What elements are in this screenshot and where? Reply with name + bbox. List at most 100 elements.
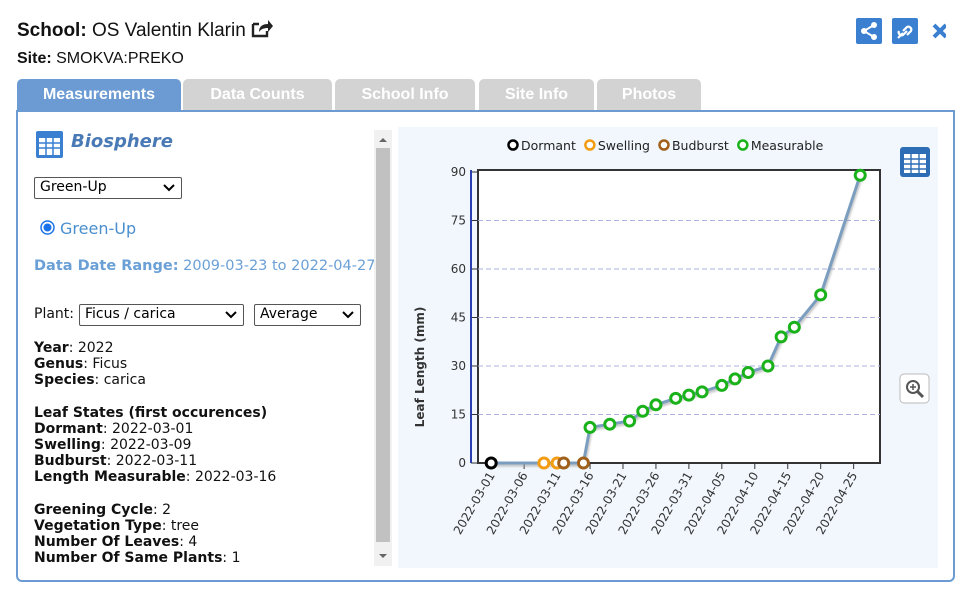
point xyxy=(649,398,663,412)
close-button[interactable] xyxy=(932,23,946,39)
detail-value: : 2 xyxy=(153,502,172,518)
panel xyxy=(16,110,955,582)
detail-group: Greening Cycle: 2 Vegetation Type: tree Nu… xyxy=(34,502,369,566)
detail-row: Vegetation Type: tree xyxy=(34,518,369,534)
radio-label: Green-Up xyxy=(60,219,137,238)
school-name: OS Valentin Klarin xyxy=(91,20,246,41)
link-button[interactable] xyxy=(892,18,918,44)
detail-heading: Leaf States (first occurences) xyxy=(34,405,268,421)
table-icon xyxy=(36,131,63,158)
legend-marker xyxy=(507,139,519,151)
detail-value: : 2022-03-11 xyxy=(106,453,198,469)
detail-row: Dormant: 2022-03-01 xyxy=(34,421,369,437)
site-label: Site: xyxy=(17,50,52,67)
chart: Leaf Length (mm) 01530456075902022-03-01… xyxy=(398,127,938,568)
tab[interactable]: Photos xyxy=(597,79,701,111)
point xyxy=(669,391,683,405)
detail-row: Length Measurable: 2022-03-16 xyxy=(34,469,369,485)
point xyxy=(484,456,498,470)
date-range: Data Date Range: 2009-03-23 to 2022-04-2… xyxy=(34,258,375,274)
detail-row: Year: 2022 xyxy=(34,340,369,356)
tab[interactable]: Data Counts xyxy=(183,79,332,111)
point xyxy=(537,456,551,470)
panel-title: Biosphere xyxy=(71,131,173,152)
legend-label[interactable]: Measurable xyxy=(751,138,824,153)
y-tick-label: 75 xyxy=(451,214,466,228)
plant-label: Plant: xyxy=(34,306,74,322)
point xyxy=(576,456,590,470)
site-line: Site: SMOKVA:PREKO xyxy=(17,50,184,68)
site-name: SMOKVA:PREKO xyxy=(56,50,184,67)
detail-label: Length Measurable xyxy=(34,469,186,485)
tab[interactable]: School Info xyxy=(335,79,475,111)
y-tick-label: 45 xyxy=(451,311,466,325)
detail-label: Number Of Leaves xyxy=(34,534,180,550)
detail-value: : 2022-03-09 xyxy=(100,437,192,453)
detail-row: Greening Cycle: 2 xyxy=(34,502,369,518)
legend-label[interactable]: Budburst xyxy=(672,138,729,153)
point xyxy=(787,320,801,334)
select-text: Green-Up xyxy=(40,179,107,195)
school-label: School: xyxy=(17,20,87,41)
detail-group: Year: 2022 Genus: Ficus Species: carica xyxy=(34,340,369,388)
mode-select[interactable]: Average xyxy=(254,304,361,326)
legend-label[interactable]: Dormant xyxy=(521,138,576,153)
tab[interactable]: Site Info xyxy=(479,79,594,111)
share-button[interactable] xyxy=(856,18,882,44)
y-tick-label: 60 xyxy=(451,262,466,276)
point xyxy=(603,417,617,431)
detail-row: Number Of Same Plants: 1 xyxy=(34,550,369,566)
detail-value: : 2022 xyxy=(68,340,114,356)
plot-area xyxy=(477,169,881,464)
select-text: Ficus / carica xyxy=(85,306,176,322)
school-line: School: OS Valentin Klarin xyxy=(17,18,274,42)
legend-marker xyxy=(584,139,596,151)
detail-label: Genus xyxy=(34,356,84,372)
detail-label: Greening Cycle xyxy=(34,502,154,518)
y-tick-label: 90 xyxy=(451,165,466,179)
point xyxy=(761,359,775,373)
point xyxy=(853,168,867,182)
detail-label: Dormant xyxy=(34,421,103,437)
legend-label[interactable]: Swelling xyxy=(598,138,650,153)
y-tick-label: 0 xyxy=(458,456,466,470)
y-tick-label: 15 xyxy=(451,408,466,422)
y-axis-label: Leaf Length (mm) xyxy=(413,307,427,428)
detail-label: Swelling xyxy=(34,437,101,453)
select-text: Average xyxy=(260,306,318,322)
detail-row: Genus: Ficus xyxy=(34,356,369,372)
detail-value: : 4 xyxy=(179,534,198,550)
detail-group: Leaf States (first occurences) Dormant: 2… xyxy=(34,405,369,485)
point xyxy=(741,365,755,379)
date-range-label: Data Date Range: xyxy=(34,258,179,274)
detail-label: Vegetation Type xyxy=(34,518,162,534)
scroll-down[interactable] xyxy=(378,552,388,560)
point xyxy=(557,456,571,470)
detail-value: : 2022-03-16 xyxy=(185,469,277,485)
detail-value: : Ficus xyxy=(83,356,128,372)
detail-value: : tree xyxy=(161,518,200,534)
phenophase-select[interactable]: Green-Up xyxy=(34,177,182,199)
scroll-thumb[interactable] xyxy=(376,148,390,542)
detail-row: Swelling: 2022-03-09 xyxy=(34,437,369,453)
point xyxy=(636,404,650,418)
point xyxy=(583,420,597,434)
point xyxy=(682,388,696,402)
table-view-button[interactable] xyxy=(900,147,930,177)
scrollbar[interactable] xyxy=(374,130,392,566)
y-tick-label: 30 xyxy=(451,359,466,373)
tab[interactable]: Measurements xyxy=(17,79,181,111)
radio-button[interactable] xyxy=(40,220,55,235)
date-range-value: 2009-03-23 to 2022-04-27 xyxy=(183,258,376,274)
zoom-button[interactable] xyxy=(899,373,930,404)
legend-marker xyxy=(737,139,749,151)
detail-label: Budburst xyxy=(34,453,107,469)
scroll-up[interactable] xyxy=(378,136,388,144)
legend-marker xyxy=(658,139,670,151)
detail-value: : carica xyxy=(94,372,146,388)
external-link-icon[interactable] xyxy=(251,18,274,38)
details: Year: 2022 Genus: Ficus Species: carica Lea… xyxy=(34,340,369,583)
point xyxy=(695,385,709,399)
plant-select[interactable]: Ficus / carica xyxy=(79,304,244,326)
